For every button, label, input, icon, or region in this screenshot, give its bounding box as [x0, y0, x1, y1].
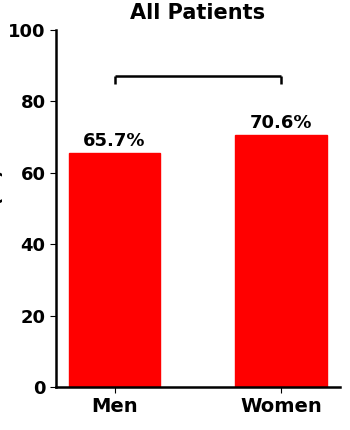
Text: 70.6%: 70.6%	[250, 114, 312, 132]
Y-axis label: DPN(%): DPN(%)	[0, 167, 2, 250]
Title: All Patients: All Patients	[130, 3, 265, 23]
Text: 65.7%: 65.7%	[83, 132, 146, 150]
Bar	[69, 153, 160, 387]
Bar	[235, 135, 327, 387]
